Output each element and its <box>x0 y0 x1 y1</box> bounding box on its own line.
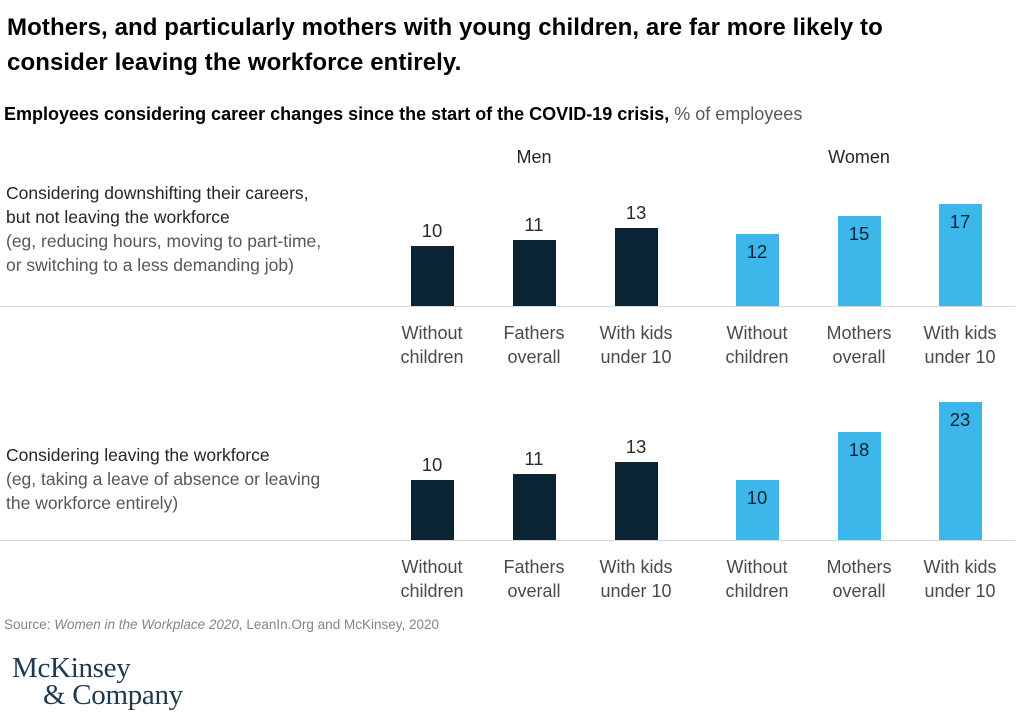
category-label-line: overall <box>832 581 886 601</box>
bar-row2-men-3 <box>614 462 658 540</box>
category-label-line: children <box>725 347 789 367</box>
bar-row2-women-1 <box>735 480 779 540</box>
category-label: Without children <box>370 555 494 603</box>
category-label: With kids under 10 <box>898 555 1022 603</box>
category-label: Fathers overall <box>472 555 596 603</box>
bar-value-label: 11 <box>524 448 544 469</box>
group-header-men: Men <box>516 147 552 167</box>
bar-value-label: 18 <box>848 439 870 460</box>
bar-row2-women-2 <box>837 432 881 540</box>
category-label-line: children <box>400 581 464 601</box>
baseline-row-2 <box>0 540 1015 541</box>
category-label: Fathers overall <box>472 321 596 369</box>
category-label-line: With kids <box>923 557 997 577</box>
mckinsey-logo: McKinsey <box>12 652 131 684</box>
bar-value-label: 10 <box>746 487 768 508</box>
baseline-row-1 <box>0 306 1015 307</box>
bar-row1-women-2 <box>837 216 881 306</box>
subtitle-bold: Employees considering career changes sin… <box>4 104 670 124</box>
source-note: Source: Women in the Workplace 2020, Lea… <box>4 617 439 632</box>
category-label: Without children <box>695 321 819 369</box>
category-label-line: Mothers <box>826 323 892 343</box>
category-label: Mothers overall <box>797 321 921 369</box>
category-label-line: under 10 <box>600 581 672 601</box>
category-label-line: under 10 <box>600 347 672 367</box>
bar-value-label: 10 <box>421 220 443 241</box>
category-label: With kids under 10 <box>574 321 698 369</box>
source-report-title: Women in the Workplace 2020 <box>54 617 239 632</box>
category-label-line: overall <box>832 347 886 367</box>
category-label: With kids under 10 <box>898 321 1022 369</box>
category-label-line: overall <box>507 347 561 367</box>
category-label-line: under 10 <box>924 581 996 601</box>
bar-value-label: 15 <box>848 223 870 244</box>
category-label-line: Without <box>726 557 788 577</box>
bar-row1-men-1 <box>410 246 454 306</box>
headline-line-2: consider leaving the workforce entirely. <box>7 49 462 76</box>
category-label: Without children <box>695 555 819 603</box>
group-header-women: Women <box>828 147 890 167</box>
category-label-line: With kids <box>599 557 673 577</box>
category-label-line: children <box>725 581 789 601</box>
headline-line-1: Mothers, and particularly mothers with y… <box>7 14 883 41</box>
bar-value-label: 13 <box>625 202 647 223</box>
bar-value-label: 13 <box>625 436 647 457</box>
subtitle-unit: % of employees <box>669 104 803 124</box>
row-1-label: Considering downshifting their careers, … <box>6 181 436 277</box>
category-label-line: Mothers <box>826 557 892 577</box>
category-label-line: With kids <box>923 323 997 343</box>
bar-row2-men-1 <box>410 480 454 540</box>
bar-value-label: 23 <box>949 409 971 430</box>
chart-headline: Mothers, and particularly mothers with y… <box>7 10 1007 80</box>
category-label: Mothers overall <box>797 555 921 603</box>
category-label: With kids under 10 <box>574 555 698 603</box>
row-1-label-main: but not leaving the workforce <box>6 207 230 227</box>
category-label-line: overall <box>507 581 561 601</box>
category-label-line: Fathers <box>503 323 565 343</box>
category-label-line: Without <box>726 323 788 343</box>
category-label: Without children <box>370 321 494 369</box>
bar-value-label: 10 <box>421 454 443 475</box>
bar-value-label: 12 <box>746 241 768 262</box>
bar-value-label: 17 <box>949 211 971 232</box>
chart-subtitle: Employees considering career changes sin… <box>4 104 1004 125</box>
category-label-line: under 10 <box>924 347 996 367</box>
row-1-label-sub: or switching to a less demanding job) <box>6 255 294 275</box>
row-2-label: Considering leaving the workforce (eg, t… <box>6 443 436 515</box>
bar-row1-men-3 <box>614 228 658 306</box>
row-2-label-sub: (eg, taking a leave of absence or leavin… <box>6 469 321 489</box>
mckinsey-logo: & Company <box>43 679 183 711</box>
bar-row2-men-2 <box>512 474 556 540</box>
source-suffix: , LeanIn.Org and McKinsey, 2020 <box>238 617 439 632</box>
bar-row2-women-3 <box>938 402 982 540</box>
bar-row1-men-2 <box>512 240 556 306</box>
bar-row1-women-1 <box>735 234 779 306</box>
category-label-line: With kids <box>599 323 673 343</box>
row-2-label-main: Considering leaving the workforce <box>6 445 270 465</box>
bar-value-label: 11 <box>524 214 544 235</box>
row-1-label-main: Considering downshifting their careers, <box>6 183 309 203</box>
category-label-line: Without <box>401 323 463 343</box>
source-prefix: Source: <box>4 617 55 632</box>
category-label-line: children <box>400 347 464 367</box>
category-label-line: Fathers <box>503 557 565 577</box>
row-2-label-sub: the workforce entirely) <box>6 493 179 513</box>
category-label-line: Without <box>401 557 463 577</box>
bar-row1-women-3 <box>938 204 982 306</box>
row-1-label-sub: (eg, reducing hours, moving to part-time… <box>6 231 322 251</box>
